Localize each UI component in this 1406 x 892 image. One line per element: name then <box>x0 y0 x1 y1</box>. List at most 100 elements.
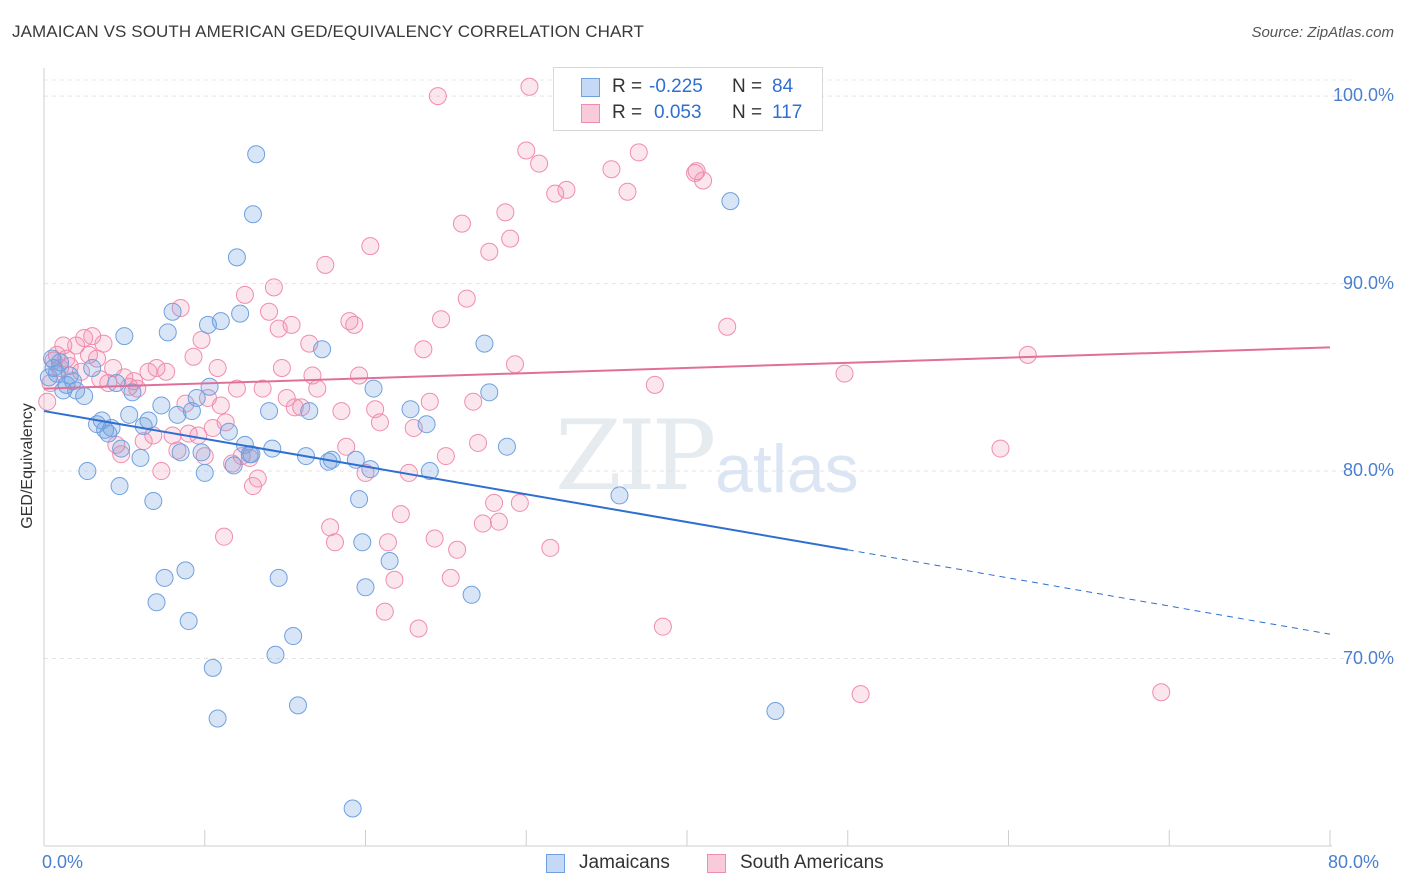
south-american-point <box>227 379 246 398</box>
south-american-point <box>282 315 301 334</box>
south-american-point <box>520 77 539 96</box>
south-americans-legend-swatch <box>707 854 726 873</box>
jamaican-point <box>75 387 94 406</box>
jamaican-point <box>219 422 238 441</box>
jamaican-point <box>231 304 250 323</box>
legend-r-label: R = <box>612 102 643 123</box>
legend-n-value: 117 <box>772 102 803 123</box>
legend-row-south-americans: R = 0.053 N = 117 <box>554 101 822 127</box>
jamaicans-legend-swatch <box>546 854 565 873</box>
south-american-point <box>1152 683 1171 702</box>
jamaican-point <box>269 568 288 587</box>
south-american-point <box>510 493 529 512</box>
jamaican-point <box>475 334 494 353</box>
jamaican-point <box>766 702 785 721</box>
south-american-point <box>428 87 447 106</box>
legend-row-jamaicans: R = -0.225 N = 84 <box>554 75 822 101</box>
source-label: Source: ZipAtlas.com <box>1251 24 1394 41</box>
south-american-point <box>83 327 102 346</box>
south-american-point <box>112 445 131 464</box>
jamaican-point <box>401 400 420 419</box>
jamaican-point <box>350 490 369 509</box>
jamaican-point <box>123 383 142 402</box>
south-american-point <box>629 143 648 162</box>
south-american-point <box>694 171 713 190</box>
south-american-point <box>436 447 455 466</box>
south-american-point <box>541 538 560 557</box>
watermark-zip: ZIP <box>555 400 716 512</box>
south-american-point <box>350 366 369 385</box>
south-american-point <box>321 518 340 537</box>
jamaican-point <box>243 205 262 224</box>
south-american-point <box>264 278 283 297</box>
jamaican-point <box>54 381 73 400</box>
jamaican-point <box>462 585 481 604</box>
south-american-point <box>546 184 565 203</box>
jamaican-point <box>266 645 285 664</box>
legend-n-value: 84 <box>772 76 794 97</box>
jamaican-point <box>187 388 206 407</box>
chart-title: JAMAICAN VS SOUTH AMERICAN GED/EQUIVALEN… <box>12 22 644 41</box>
jamaican-point <box>60 366 79 385</box>
south-american-point <box>505 355 524 374</box>
south-american-point <box>88 349 107 368</box>
south-americans-legend-label: South Americans <box>740 852 884 873</box>
jamaican-trend-line <box>43 410 848 551</box>
jamaican-point <box>208 709 227 728</box>
south-american-point <box>361 237 380 256</box>
watermark-atlas: atlas <box>715 431 859 507</box>
south-american-point <box>480 242 499 261</box>
south-american-point <box>1018 345 1037 364</box>
south-american-point <box>157 362 176 381</box>
jamaican-point <box>224 456 243 475</box>
south-american-point <box>485 493 504 512</box>
jamaicans-swatch <box>581 78 600 97</box>
jamaican-point <box>152 396 171 415</box>
jamaican-point <box>78 462 97 481</box>
south-american-point <box>375 602 394 621</box>
south-american-point <box>147 358 166 377</box>
legend-n-label: N = <box>732 102 763 123</box>
jamaican-point <box>227 248 246 267</box>
jamaican-point <box>63 372 82 391</box>
south-american-point <box>645 375 664 394</box>
south-american-point <box>211 396 230 415</box>
south-american-point <box>687 162 706 181</box>
correlation-legend: R = -0.225 N = 84 R = 0.053 N = 117 <box>553 67 823 131</box>
legend-r-value: -0.225 <box>649 76 703 97</box>
south-american-point <box>308 379 327 398</box>
jamaican-point <box>610 486 629 505</box>
y-tick-label: 70.0% <box>1342 647 1394 668</box>
south-american-point <box>441 568 460 587</box>
jamaican-point <box>211 312 230 331</box>
jamaican-point <box>721 192 740 211</box>
jamaican-point <box>203 658 222 677</box>
jamaican-point <box>131 448 150 467</box>
south-american-point <box>192 330 211 349</box>
jamaican-point <box>158 323 177 342</box>
jamaican-point <box>171 443 190 462</box>
south-american-point <box>285 398 304 417</box>
jamaican-point <box>343 799 362 818</box>
south-american-point <box>414 340 433 359</box>
jamaican-point <box>480 383 499 402</box>
south-american-point <box>208 358 227 377</box>
south-american-point <box>530 154 549 173</box>
jamaican-point <box>353 533 372 552</box>
jamaican-point <box>120 405 139 424</box>
south-american-point <box>501 229 520 248</box>
south-american-point <box>464 392 483 411</box>
south-american-point <box>452 214 471 233</box>
south-american-point <box>248 469 267 488</box>
legend-r-value: 0.053 <box>654 102 702 123</box>
south-american-point <box>457 289 476 308</box>
south-american-point <box>653 617 672 636</box>
jamaican-point <box>200 377 219 396</box>
south-american-point <box>216 413 235 432</box>
jamaican-point <box>176 561 195 580</box>
y-tick-label: 100.0% <box>1332 85 1394 106</box>
jamaican-trend-extension <box>847 549 1331 635</box>
south-american-point <box>345 315 364 334</box>
south-american-point <box>260 302 279 321</box>
